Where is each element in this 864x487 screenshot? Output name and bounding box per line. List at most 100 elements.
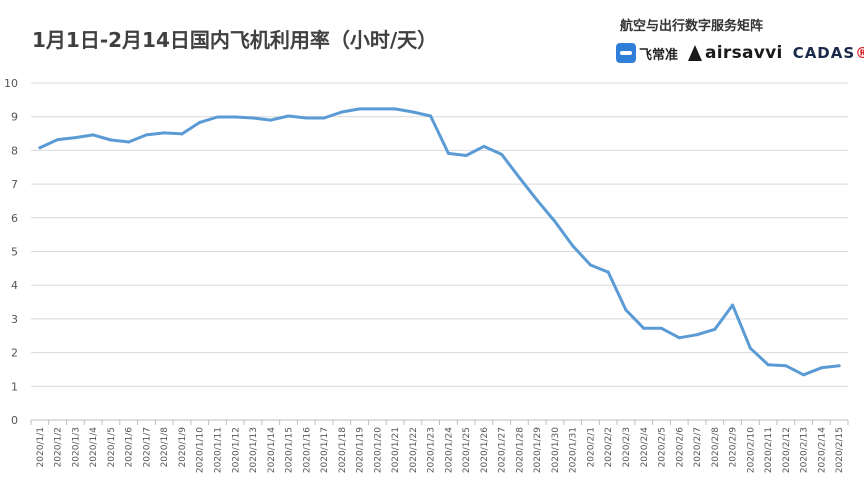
x-tick-label: 2020/1/23	[427, 427, 437, 473]
feichangzhun-icon	[616, 43, 636, 63]
utilization-series-line	[38, 107, 841, 377]
data-point	[571, 244, 575, 248]
x-tick-label: 2020/1/14	[267, 427, 277, 473]
x-tick-label: 2020/1/31	[569, 427, 579, 473]
x-tick-label: 2020/2/15	[835, 427, 845, 473]
cadas-logo: CADAS®	[793, 44, 864, 62]
data-point	[304, 116, 308, 120]
x-tick-label: 2020/2/5	[658, 427, 668, 467]
airsavvi-icon	[688, 45, 703, 61]
series-line	[38, 107, 841, 377]
x-tick-label: 2020/2/6	[675, 427, 685, 468]
x-tick-label: 2020/1/22	[409, 427, 419, 473]
data-point	[180, 132, 184, 136]
data-point	[56, 138, 60, 142]
x-tick-label: 2020/1/13	[249, 427, 259, 473]
brand-logos: 飞常准 airsavvi CADAS®	[616, 40, 864, 66]
x-tick-label: 2020/1/25	[462, 427, 472, 473]
x-tick-label: 2020/1/18	[338, 427, 348, 473]
x-tick-label: 2020/1/30	[551, 427, 561, 473]
data-point	[162, 131, 166, 135]
y-tick-label: 4	[11, 279, 18, 292]
chart-title: 1月1日-2月14日国内飞机利用率（小时/天）	[32, 28, 438, 52]
data-point	[375, 107, 379, 111]
data-point	[731, 303, 735, 307]
data-point	[517, 176, 521, 180]
x-tick-label: 2020/1/27	[498, 427, 508, 473]
data-point	[660, 326, 664, 330]
y-tick-label: 5	[11, 246, 18, 259]
cadas-label: CADAS®	[793, 44, 864, 62]
x-tick-label: 2020/2/8	[711, 427, 721, 468]
data-point	[322, 116, 326, 120]
x-tick-label: 2020/1/5	[107, 427, 117, 467]
data-point	[144, 133, 148, 137]
data-point	[109, 138, 113, 142]
y-tick-label: 1	[11, 380, 18, 393]
data-point	[642, 326, 646, 330]
x-tick-label: 2020/1/2	[54, 427, 64, 467]
x-tick-label: 2020/1/20	[373, 427, 383, 473]
data-point	[535, 198, 539, 202]
data-point	[287, 114, 291, 118]
data-point	[73, 136, 77, 140]
data-point	[624, 308, 628, 312]
x-tick-label: 2020/2/14	[817, 427, 827, 473]
data-point	[748, 346, 752, 350]
y-tick-label: 10	[4, 77, 18, 90]
data-point	[446, 151, 450, 155]
data-point	[358, 107, 362, 111]
x-tick-label: 2020/1/29	[533, 427, 543, 473]
x-tick-label: 2020/1/8	[160, 427, 170, 468]
data-point	[819, 366, 823, 370]
data-point	[91, 133, 95, 137]
x-tick-label: 2020/1/24	[444, 427, 454, 473]
x-tick-label: 2020/1/3	[71, 427, 81, 467]
y-tick-label: 6	[11, 212, 18, 225]
feichangzhun-logo: 飞常准	[616, 43, 678, 63]
y-tick-label: 3	[11, 313, 18, 326]
data-point	[127, 140, 131, 144]
cadas-registered-mark: ®	[855, 44, 864, 62]
x-tick-label: 2020/1/21	[391, 427, 401, 473]
x-tick-label: 2020/1/16	[302, 427, 312, 473]
y-tick-label: 2	[11, 347, 18, 360]
data-point	[251, 116, 255, 120]
data-point	[482, 144, 486, 148]
data-point	[606, 270, 610, 274]
x-tick-label: 2020/1/4	[89, 427, 99, 468]
data-point	[393, 107, 397, 111]
brand-header: 航空与出行数字服务矩阵	[620, 19, 764, 34]
data-point	[500, 152, 504, 156]
x-tick-label: 2020/2/12	[782, 427, 792, 473]
data-point	[411, 110, 415, 114]
x-tick-label: 2020/1/7	[142, 427, 152, 467]
feichangzhun-label: 飞常准	[639, 47, 679, 63]
data-point	[233, 115, 237, 119]
x-tick-label: 2020/1/12	[231, 427, 241, 473]
x-tick-label: 2020/1/10	[196, 427, 206, 473]
x-tick-label: 2020/1/1	[36, 427, 46, 467]
y-axis-ticks: 0 1 2 3 4 5 6 7 8 9 10	[4, 77, 18, 427]
x-tick-label: 2020/1/17	[320, 427, 330, 473]
data-point	[588, 263, 592, 267]
x-tick-label: 2020/2/10	[746, 427, 756, 473]
data-point	[198, 120, 202, 124]
data-point	[429, 114, 433, 118]
x-axis-ticks: 2020/1/1 2020/1/2 2020/1/3 2020/1/4 2020/1/5…	[36, 427, 845, 473]
airsavvi-logo: airsavvi	[688, 43, 783, 63]
x-tick-label: 2020/1/28	[515, 427, 525, 473]
x-tick-label: 2020/2/13	[800, 427, 810, 473]
x-tick-label: 2020/1/26	[480, 427, 490, 473]
x-axis	[30, 419, 849, 425]
data-point	[553, 220, 557, 224]
x-tick-label: 2020/2/4	[640, 427, 650, 468]
data-point	[713, 327, 717, 331]
data-point	[464, 153, 468, 157]
airsavvi-label: airsavvi	[705, 43, 783, 63]
data-point	[837, 364, 841, 368]
x-tick-label: 2020/2/1	[586, 427, 596, 467]
data-point	[766, 363, 770, 367]
data-point	[215, 115, 219, 119]
